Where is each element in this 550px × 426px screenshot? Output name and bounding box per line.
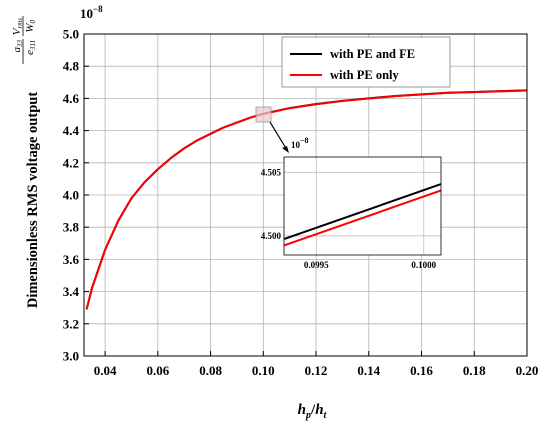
y-tick-label: 4.0 <box>63 188 79 203</box>
legend-label-0: with PE and FE <box>330 47 415 61</box>
y-tick-label: 4.2 <box>63 155 79 170</box>
x-tick-label: 0.12 <box>305 363 328 378</box>
y-tick-label: 3.8 <box>63 220 80 235</box>
x-tick-label: 0.20 <box>516 363 539 378</box>
inset-ticks: 0.0995 0.1000 4.500 4.505 <box>261 167 437 270</box>
y-multiplier: 10−8 <box>80 4 103 21</box>
inset-x-tick-label: 0.0995 <box>304 260 329 270</box>
zoom-region-marker <box>255 106 272 123</box>
y-tick-label: 3.0 <box>63 349 79 364</box>
zoom-arrow-head <box>282 146 289 153</box>
y-axis-label: Dimensionless RMS voltage output <box>25 92 41 308</box>
formula-a33-sub: 33 <box>16 40 24 49</box>
legend: with PE and FE with PE only <box>281 36 451 88</box>
legend-label-1: with PE only <box>330 68 400 82</box>
y-tick-label: 4.8 <box>63 59 80 74</box>
inset-series-line-0 <box>283 183 442 241</box>
inset-x-tick-label: 0.1000 <box>411 260 436 270</box>
x-tick-label: 0.18 <box>463 363 486 378</box>
formula-V-sub: rms <box>16 18 24 29</box>
x-tick-label: 0.04 <box>94 363 117 378</box>
svg-text:e311: e311 <box>24 40 37 55</box>
inset-y-tick-label: 4.500 <box>261 231 282 241</box>
x-tick-label: 0.10 <box>252 363 275 378</box>
formula-e311-sub: 311 <box>29 40 37 51</box>
y-tick-label: 3.4 <box>63 284 80 299</box>
x-axis-label: hp/ht <box>298 402 328 421</box>
y-tick-label: 5.0 <box>63 27 79 42</box>
inset-y-tick-label: 4.505 <box>261 167 282 177</box>
zoom-arrow <box>269 121 288 151</box>
series-group <box>85 89 528 310</box>
y-tick-label: 3.6 <box>63 252 80 267</box>
y-tick-label: 4.6 <box>63 91 80 106</box>
formula-V: V <box>11 27 23 35</box>
y-axis-formula: a33 e311 Vrms W0 <box>11 16 37 64</box>
formula-a33: a <box>11 47 23 53</box>
y-tick-label: 3.2 <box>63 316 79 331</box>
inset-series-group <box>283 183 442 247</box>
inset-y-multiplier: 10−8 <box>291 136 309 150</box>
formula-W: W <box>24 23 36 33</box>
x-tick-label: 0.14 <box>357 363 380 378</box>
ticks: 0.04 0.06 0.08 0.10 0.12 0.14 0.16 0.18 0.20 3.0 3… <box>63 27 539 379</box>
y-tick-label: 4.4 <box>63 123 80 138</box>
inset-frame <box>283 156 442 256</box>
inset-series-line-1 <box>283 189 442 247</box>
x-tick-label: 0.06 <box>146 363 169 378</box>
y-axis-title-group: Dimensionless RMS voltage output a33 e31… <box>11 16 41 308</box>
series-line-1 <box>85 89 528 310</box>
svg-text:a33: a33 <box>11 40 24 53</box>
x-tick-label: 0.16 <box>410 363 433 378</box>
x-tick-label: 0.08 <box>199 363 222 378</box>
plot-frame <box>83 33 528 357</box>
inset-chart: 0.0995 0.1000 4.500 4.505 10−8 <box>261 136 442 270</box>
legend-box <box>281 36 451 88</box>
inset-background <box>284 157 441 255</box>
formula-e311: e <box>24 50 36 55</box>
formula-W-sub: 0 <box>29 20 37 24</box>
svg-text:W0: W0 <box>24 20 37 33</box>
svg-text:Vrms: Vrms <box>11 18 24 36</box>
